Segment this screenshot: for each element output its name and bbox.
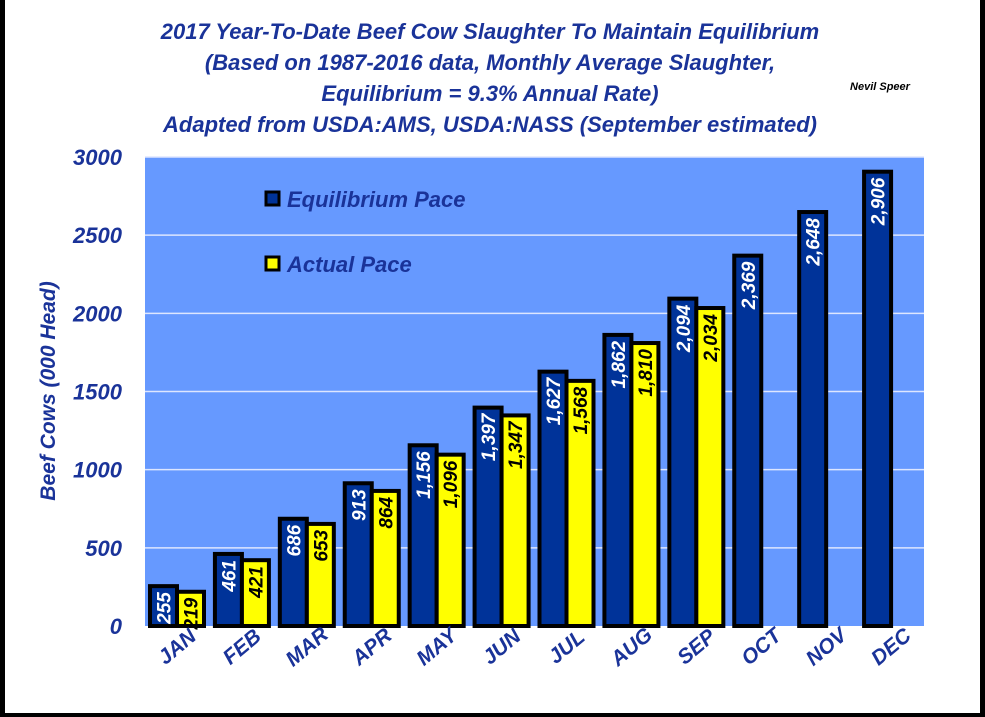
bar-actual-jul [564,378,596,628]
y-tick-label: 0 [110,614,123,639]
data-label: 1,810 [636,349,657,397]
y-tick-label: 2500 [72,223,123,248]
data-label: 1,397 [479,412,500,461]
data-label: 2,369 [739,261,760,310]
data-label: 1,627 [544,376,565,425]
chart-title-line: (Based on 1987-2016 data, Monthly Averag… [205,50,775,75]
bar-equilibrium-oct [732,253,764,628]
bar-actual-feb [239,558,271,628]
data-label: 1,096 [441,460,462,508]
data-label: 255 [155,592,176,625]
legend-swatch [264,255,281,272]
author-credit: Nevil Speer [850,81,911,93]
data-label: 1,347 [506,420,527,469]
bar-actual-jan [175,589,206,628]
y-tick-label: 1000 [73,458,123,483]
chart-title-line: 2017 Year-To-Date Beef Cow Slaughter To … [160,19,820,44]
y-tick-label: 3000 [73,145,123,170]
data-label: 219 [182,597,203,630]
chart-title-line: Equilibrium = 9.3% Annual Rate) [321,81,658,106]
bar-actual-apr [369,488,401,629]
data-label: 2,034 [701,314,722,363]
bar-equilibrium-feb [212,551,244,629]
chart-title-line: Adapted from USDA:AMS, USDA:NASS (Septem… [162,112,817,137]
y-tick-label: 1500 [73,380,123,405]
y-tick-label: 500 [85,536,122,561]
data-label: 686 [284,524,305,556]
bar-equilibrium-mar [277,516,309,628]
data-label: 864 [376,496,397,528]
bar-actual-jun [499,413,531,628]
data-label: 2,906 [869,177,890,226]
data-label: 1,568 [571,386,592,434]
data-label: 2,094 [674,304,695,353]
legend-label: Equilibrium Pace [287,187,466,212]
bar-actual-mar [304,521,336,628]
bar-equilibrium-jan [148,584,179,629]
bar-equilibrium-dec [862,169,894,628]
bar-actual-may [434,452,466,628]
legend-label: Actual Pace [286,252,412,277]
legend-swatch [264,190,281,207]
bar-actual-sep [694,306,726,628]
data-label: 1,862 [609,340,630,388]
data-label: 653 [311,529,332,561]
bar-equilibrium-nov [797,210,829,628]
y-tick-label: 2000 [72,301,123,326]
y-axis-label: Beef Cows (000 Head) [37,281,60,500]
data-label: 2,648 [804,218,825,267]
data-label: 1,156 [414,451,435,499]
data-label: 421 [246,566,267,599]
data-label: 913 [349,489,370,521]
data-label: 461 [219,560,240,593]
bar-actual-aug [629,341,661,628]
